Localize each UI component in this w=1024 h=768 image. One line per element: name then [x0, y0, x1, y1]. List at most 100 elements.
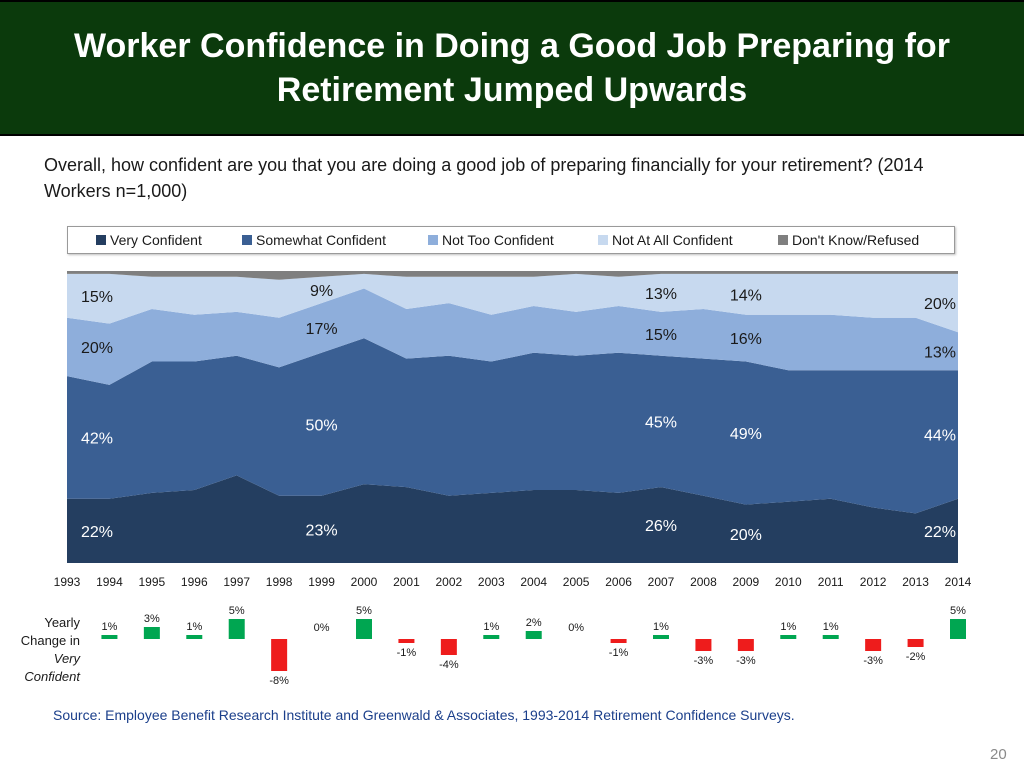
change-label-1996: 1%	[186, 621, 202, 633]
chart-legend: Very Confident Somewhat Confident Not Too …	[67, 226, 955, 254]
x-tick-label-2012: 2012	[860, 575, 887, 589]
change-label-line1: Yearly	[44, 615, 80, 630]
change-bar-2014	[950, 619, 966, 639]
x-tick-label-2014: 2014	[945, 575, 972, 589]
legend-swatch-not-at-all-confident	[598, 235, 608, 245]
x-tick-label-1994: 1994	[96, 575, 123, 589]
legend-label-don-t-know-refused: Don't Know/Refused	[792, 232, 920, 248]
change-label-1995: 3%	[144, 613, 160, 625]
data-label-somewhat-confident-2014: 44%	[924, 428, 956, 445]
change-bar-2013	[907, 639, 924, 647]
area-series-very-confident	[67, 475, 958, 563]
change-label-2010: 1%	[780, 621, 796, 633]
change-label-line3: Very	[53, 651, 80, 666]
x-tick-label-2009: 2009	[733, 575, 760, 589]
legend-item-very-confident: Very Confident	[96, 232, 202, 248]
change-label-2014: 5%	[950, 605, 966, 617]
x-tick-label-2004: 2004	[520, 575, 547, 589]
data-label-somewhat-confident-2009: 49%	[730, 426, 762, 443]
change-label-1994: 1%	[101, 621, 117, 633]
data-label-very-confident-2009: 20%	[730, 527, 762, 544]
change-label-2005: 0%	[568, 622, 584, 634]
data-label-somewhat-confident-1993: 42%	[81, 430, 113, 447]
change-bar-1994	[101, 635, 118, 639]
x-tick-label-1998: 1998	[266, 575, 293, 589]
data-label-not-at-all-confident-1999: 9%	[310, 283, 333, 300]
data-label-not-at-all-confident-1993: 15%	[81, 289, 113, 306]
survey-question: Overall, how confident are you that you …	[44, 155, 924, 201]
change-bar-2001	[398, 639, 415, 643]
change-bar-2003	[483, 635, 500, 639]
change-label-line4: Confident	[24, 669, 80, 684]
chart-area: 22% 23% 26% 20% 22% 42% 50% 45% 49% 44% 20% 17% 15% 1…	[54, 271, 972, 687]
change-bar-1998	[271, 639, 288, 671]
x-tick-label-2001: 2001	[393, 575, 420, 589]
x-tick-label-2003: 2003	[478, 575, 505, 589]
change-bar-2004	[525, 631, 542, 639]
x-tick-label-2011: 2011	[818, 575, 844, 589]
change-bar-2000	[356, 619, 372, 639]
legend-label-not-too-confident: Not Too Confident	[442, 232, 554, 248]
data-label-somewhat-confident-2007: 45%	[645, 414, 677, 431]
data-label-not-too-confident-1993: 20%	[81, 340, 113, 357]
change-bar-2010	[780, 635, 797, 639]
title-bar: Worker Confidence in Doing a Good Job Pr…	[0, 0, 1024, 136]
legend-item-don-t-know-refused: Don't Know/Refused	[778, 232, 919, 248]
legend-item-somewhat-confident: Somewhat Confident	[242, 232, 386, 248]
page-number: 20	[990, 746, 1007, 763]
change-label-2013: -2%	[906, 651, 926, 663]
area-series-not-too-confident	[67, 288, 958, 385]
change-label-1998: -8%	[269, 675, 289, 687]
area-series-somewhat-confident	[67, 338, 958, 514]
data-label-not-at-all-confident-2014: 20%	[924, 296, 956, 313]
x-tick-label-2006: 2006	[605, 575, 632, 589]
x-tick-label-2013: 2013	[902, 575, 929, 589]
x-tick-label-1999: 1999	[308, 575, 335, 589]
change-bar-2009	[737, 639, 754, 651]
x-tick-label-1995: 1995	[139, 575, 166, 589]
x-tick-label-2005: 2005	[563, 575, 590, 589]
change-label-1997: 5%	[229, 605, 245, 617]
data-label-somewhat-confident-1999: 50%	[306, 417, 338, 434]
slide-title: Worker Confidence in Doing a Good Job Pr…	[74, 27, 950, 109]
x-tick-label-2002: 2002	[436, 575, 463, 589]
change-bar-1996	[186, 635, 203, 639]
x-tick-label-1997: 1997	[223, 575, 250, 589]
legend-item-not-too-confident: Not Too Confident	[428, 232, 554, 248]
data-label-not-too-confident-2007: 15%	[645, 327, 677, 344]
change-bar-2006	[610, 639, 627, 643]
change-bar-2007	[653, 635, 669, 639]
change-label-2003: 1%	[483, 621, 499, 633]
legend-swatch-somewhat-confident	[242, 235, 252, 245]
data-label-very-confident-1999: 23%	[306, 522, 338, 539]
change-bar-2011	[822, 635, 839, 639]
data-label-very-confident-1993: 22%	[81, 524, 113, 541]
x-tick-label-1993: 1993	[54, 575, 81, 589]
legend-label-somewhat-confident: Somewhat Confident	[256, 232, 386, 248]
change-bar-2012	[865, 639, 882, 651]
legend-swatch-very-confident	[96, 235, 106, 245]
x-tick-label-2010: 2010	[775, 575, 802, 589]
x-tick-label-2007: 2007	[648, 575, 675, 589]
legend-swatch-not-too-confident	[428, 235, 438, 245]
change-label-2006: -1%	[609, 647, 629, 659]
change-bar-2008	[695, 639, 712, 651]
data-label-not-too-confident-2014: 13%	[924, 344, 956, 361]
change-bar-1995	[143, 627, 160, 639]
data-label-not-too-confident-2009: 16%	[730, 331, 762, 348]
change-label-2009: -3%	[736, 655, 756, 667]
data-label-not-at-all-confident-2007: 13%	[645, 286, 677, 303]
change-label-1999: 0%	[314, 622, 330, 634]
data-label-very-confident-2014: 22%	[924, 524, 956, 541]
change-label-2002: -4%	[439, 659, 459, 671]
x-tick-label-1996: 1996	[181, 575, 208, 589]
change-label-2001: -1%	[397, 647, 417, 659]
change-label-2011: 1%	[823, 621, 839, 633]
legend-item-not-at-all-confident: Not At All Confident	[598, 232, 733, 248]
area-series-don-t-know-refused	[67, 271, 958, 280]
yearly-change-label: Yearly Change in Very Confident	[12, 614, 80, 686]
change-label-2007: 1%	[653, 621, 669, 633]
change-bar-1997	[228, 619, 245, 639]
data-label-not-at-all-confident-2009: 14%	[730, 287, 762, 304]
change-label-2008: -3%	[694, 655, 714, 667]
